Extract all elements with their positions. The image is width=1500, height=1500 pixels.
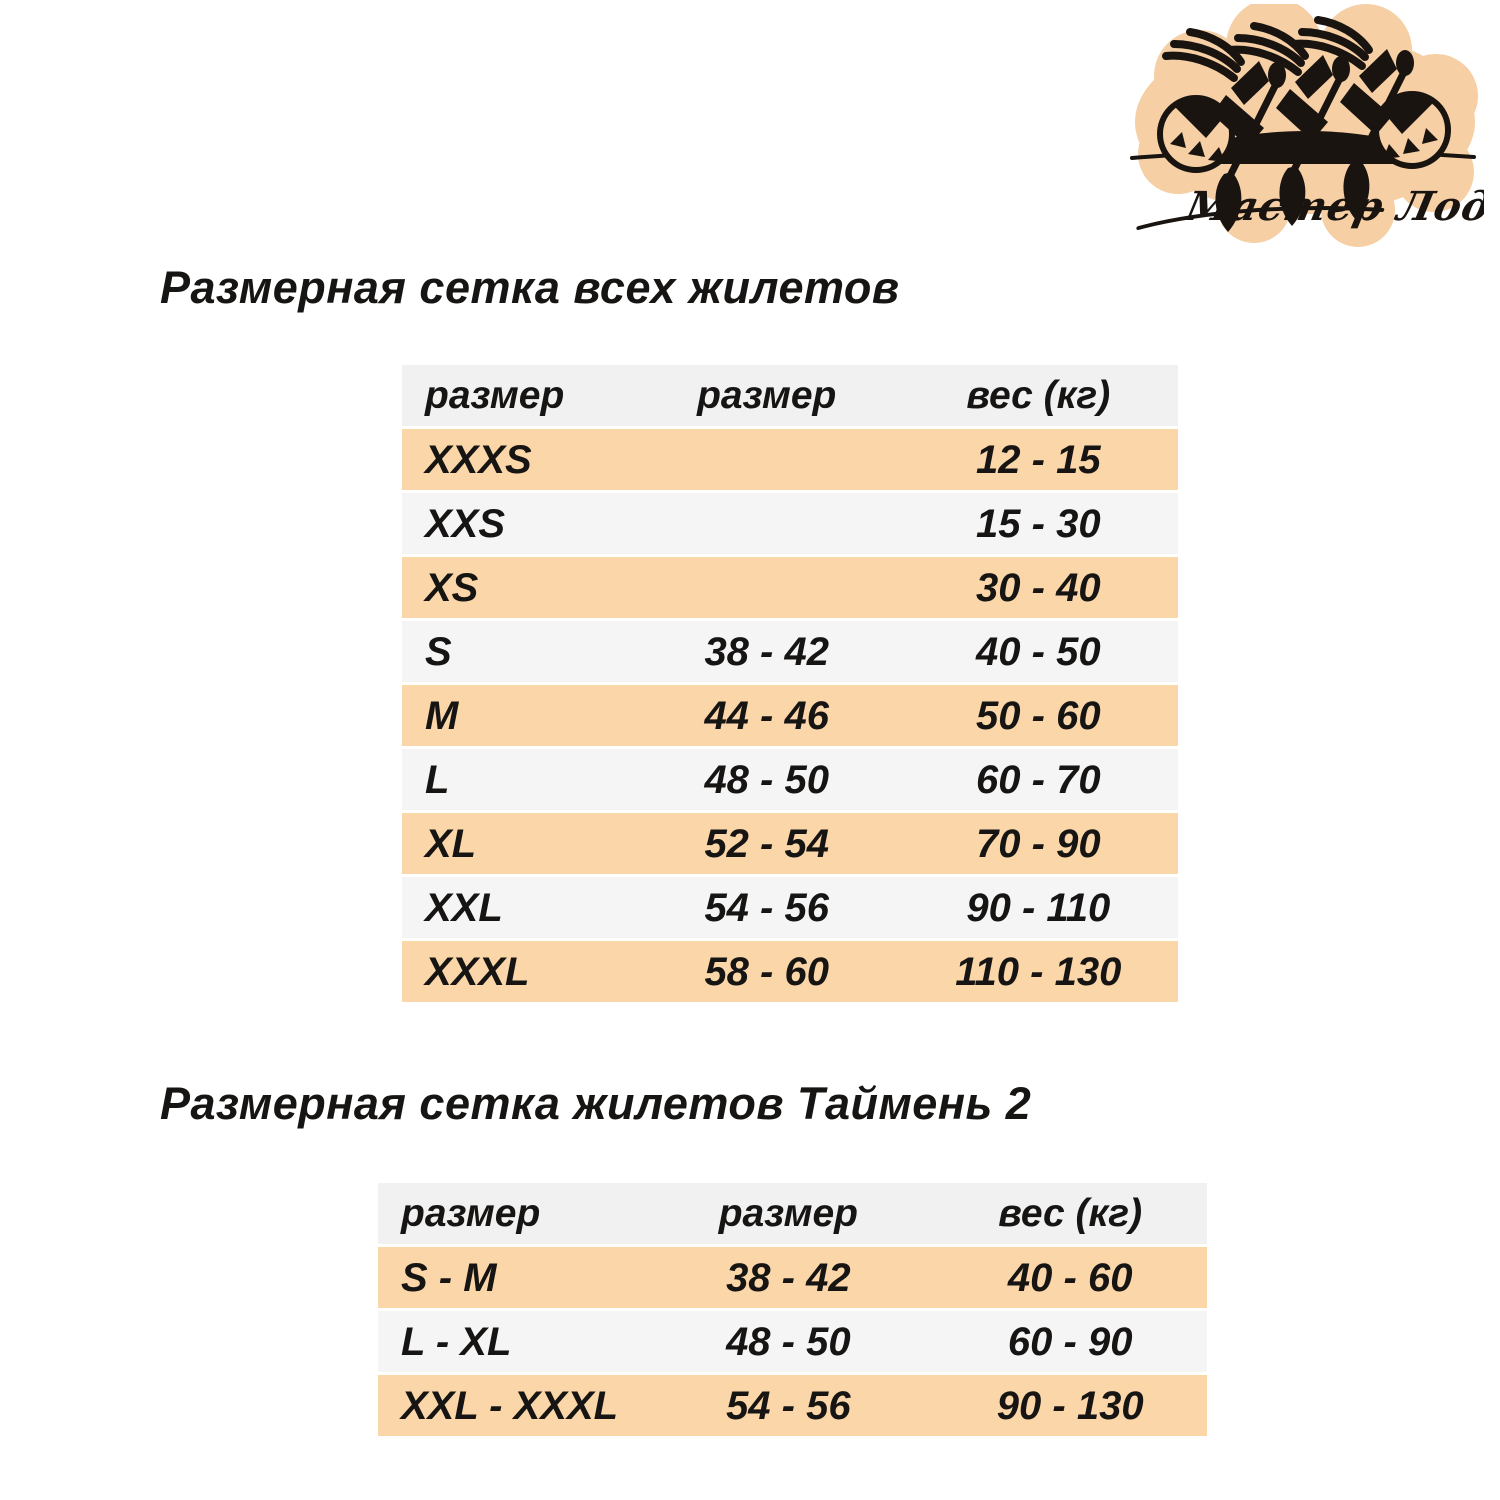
table-row: XXXS 12 - 15 [402,429,1178,490]
size-label: L - XL [401,1319,512,1364]
size-label: M [425,693,459,738]
header-weight: вес (кг) [998,1192,1143,1235]
header-size-1: размер [425,374,565,417]
table-row: XL 52 - 54 70 - 90 [402,813,1178,874]
size-label: XXXS [425,437,532,482]
table-body: S - M 38 - 42 40 - 60 L - XL 48 - 50 60 … [378,1247,1207,1436]
table-body: XXXS 12 - 15 XXS 15 - 30 XS 30 - 40 S 38… [402,429,1178,1002]
table-header-row: размер размер вес (кг) [402,365,1178,426]
table-row: XXL 54 - 56 90 - 110 [402,877,1178,938]
weight-range: 50 - 60 [976,693,1101,738]
weight-range: 30 - 40 [976,565,1101,610]
table-row: XXL - XXXL 54 - 56 90 - 130 [378,1375,1207,1436]
weight-range: 15 - 30 [976,501,1101,546]
size-label: S [425,629,452,674]
table-row: L 48 - 50 60 - 70 [402,749,1178,810]
brand-script: Мастер Лодок [1136,182,1484,230]
size-range: 54 - 56 [704,885,829,930]
size-label: XL [425,821,477,866]
weight-range: 70 - 90 [976,821,1101,866]
size-range: 48 - 50 [726,1319,851,1364]
weight-range: 90 - 130 [996,1383,1144,1428]
canoe-left-prow [1157,95,1235,173]
brand-logo: Мастер Лодок [1130,4,1484,247]
table-row: XXS 15 - 30 [402,493,1178,554]
canoe-right-prow [1373,91,1451,169]
header-size-1: размер [401,1192,541,1235]
size-range: 52 - 54 [704,821,829,866]
size-range: 58 - 60 [704,949,829,994]
taimen2-vests-title: Размерная сетка жилетов Таймень 2 [160,1078,1032,1129]
taimen2-size-table: размер размер вес (кг) S - M 38 - 42 40 … [378,1183,1207,1439]
weight-range: 40 - 50 [976,629,1101,674]
size-label: S - M [401,1255,497,1300]
weight-range: 90 - 110 [966,885,1111,930]
size-range: 38 - 42 [704,629,829,674]
signature-flourish [1136,206,1385,230]
size-range: 38 - 42 [726,1255,851,1300]
all-vests-size-table: размер размер вес (кг) XXXS 12 - 15 XXS … [402,365,1178,1005]
size-label: XXXL [425,949,530,994]
table-header-row: размер размер вес (кг) [378,1183,1207,1244]
canoe-illustration [1130,20,1476,232]
header-size-2: размер [697,374,837,417]
size-range: 48 - 50 [704,757,829,802]
size-label: XXL [425,885,503,930]
size-label: L [425,757,450,802]
table-row: M 44 - 46 50 - 60 [402,685,1178,746]
weight-range: 60 - 90 [1007,1319,1133,1364]
size-label: XXS [425,501,506,546]
weight-range: 12 - 15 [976,437,1101,482]
header-weight: вес (кг) [966,374,1111,417]
size-label: XXL - XXXL [401,1383,619,1428]
size-range: 44 - 46 [704,693,829,738]
weight-range: 40 - 60 [1007,1255,1133,1300]
weight-range: 110 - 130 [955,949,1122,994]
size-range: 54 - 56 [726,1383,851,1428]
table-row: XS 30 - 40 [402,557,1178,618]
table-row: L - XL 48 - 50 60 - 90 [378,1311,1207,1372]
weight-range: 60 - 70 [976,757,1101,802]
all-vests-title: Размерная сетка всех жилетов [160,262,900,313]
size-label: XS [425,565,479,610]
table-row: S 38 - 42 40 - 50 [402,621,1178,682]
table-row: S - M 38 - 42 40 - 60 [378,1247,1207,1308]
table-row: XXXL 58 - 60 110 - 130 [402,941,1178,1002]
header-size-2: размер [718,1192,858,1235]
